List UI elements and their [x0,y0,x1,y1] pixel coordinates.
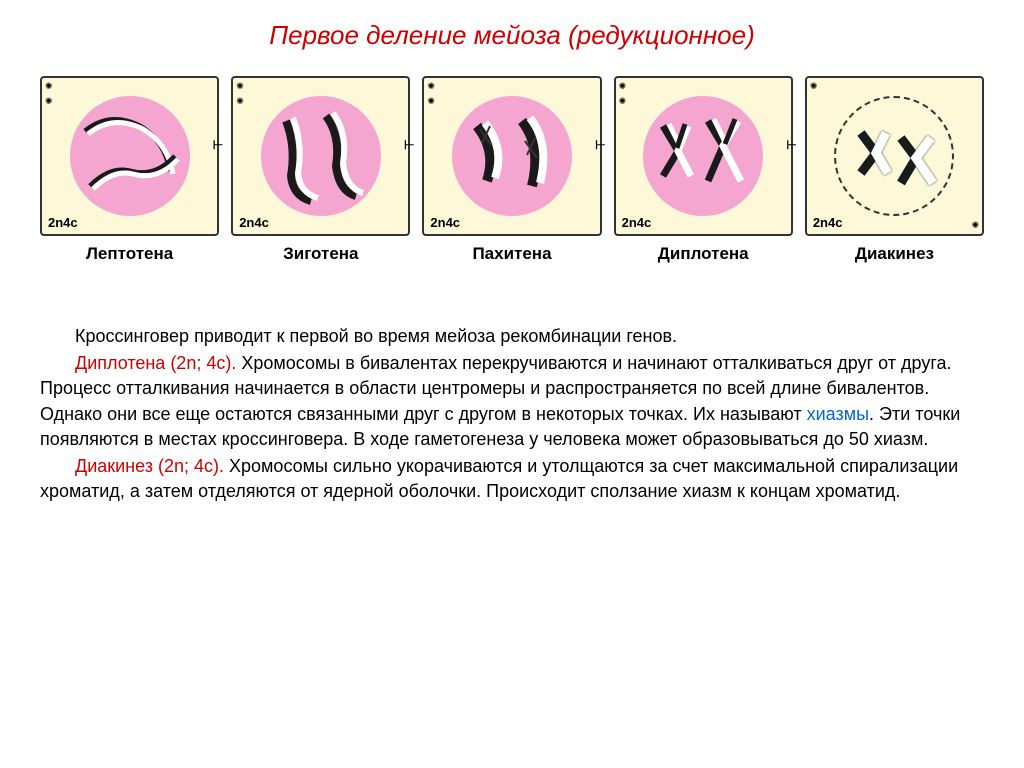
phase-cell-diakinesis: ✺ ✺ 2n4c [805,76,984,236]
highlighted-text: Диакинез (2n; 4c). [75,456,224,476]
ploidy-label: 2n4c [239,215,269,230]
nucleus [261,96,381,216]
page-title: Первое деление мейоза (редукционное) [40,20,984,51]
phase-label: Пахитена [422,244,601,264]
centrosome-icon: ✺ [427,96,435,107]
marker-icon: ⊢ [404,138,414,152]
centrosome-icon: ✺ [45,96,53,107]
phase-cell-diplotena: ✺ ✺ ⊢ 2n4c [614,76,793,236]
text-segment: Кроссинговер приводит к первой во время … [75,326,677,346]
ploidy-label: 2n4c [430,215,460,230]
chromosomes-svg [261,96,381,216]
centrosome-icon: ✺ [236,81,244,92]
marker-icon: ⊢ [213,138,223,152]
phase-label: Диакинез [805,244,984,264]
phase-label: Зиготена [231,244,410,264]
centrosome-icon: ✺ [619,96,627,107]
nucleus [834,96,954,216]
marker-icon: ⊢ [786,138,796,152]
phase-cell-pachytena: ✺ ✺ ⊢ 2n4c [422,76,601,236]
chromosomes-svg [836,98,956,218]
body-text: Кроссинговер приводит к первой во время … [40,324,984,504]
phase-cell-leptotena: ✺ ✺ ⊢ 2n4c [40,76,219,236]
labels-row: Лептотена Зиготена Пахитена Диплотена Ди… [40,244,984,264]
phase-label: Диплотена [614,244,793,264]
phase-label: Лептотена [40,244,219,264]
nucleus [643,96,763,216]
marker-icon: ⊢ [595,138,605,152]
centrosome-icon: ✺ [427,81,435,92]
centrosome-icon: ✺ [619,81,627,92]
ploidy-label: 2n4c [813,215,843,230]
ploidy-label: 2n4c [48,215,78,230]
centrosome-icon: ✺ [971,220,979,231]
nucleus [452,96,572,216]
highlighted-text: Диплотена (2n; 4c). [75,353,236,373]
chromosomes-svg [70,96,190,216]
phase-cell-zygotena: ✺ ✺ ⊢ 2n4c [231,76,410,236]
chromosomes-svg [643,96,763,216]
paragraph: Диплотена (2n; 4c). Хромосомы в бивалент… [40,351,984,452]
centrosome-icon: ✺ [45,81,53,92]
centrosome-icon: ✺ [236,96,244,107]
paragraph: Диакинез (2n; 4c). Хромосомы сильно укор… [40,454,984,504]
chromosomes-svg [452,96,572,216]
centrosome-icon: ✺ [810,81,818,92]
ploidy-label: 2n4c [622,215,652,230]
phases-row: ✺ ✺ ⊢ 2n4c ✺ ✺ ⊢ 2n4c ✺ [40,76,984,236]
paragraph: Кроссинговер приводит к первой во время … [40,324,984,349]
nucleus [70,96,190,216]
highlighted-text: хиазмы [807,404,869,424]
